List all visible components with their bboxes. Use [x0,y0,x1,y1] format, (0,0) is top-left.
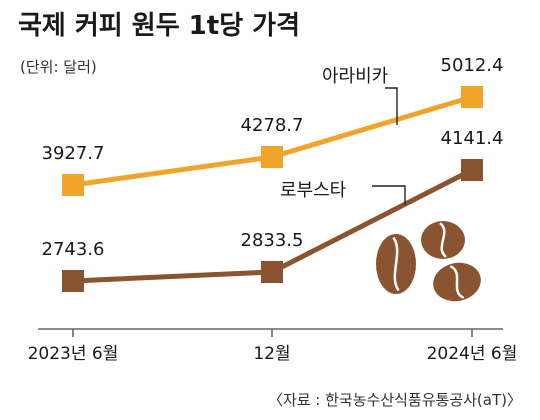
x-tick-label: 2024년 6월 [427,344,518,364]
data-point [62,174,84,196]
series-name-label: 로부스타 [280,180,347,201]
data-label: 2743.6 [42,239,105,260]
data-label: 5012.4 [441,55,504,76]
data-label: 4141.4 [441,128,504,149]
bean-crease [450,265,464,299]
x-tick-label: 2023년 6월 [28,344,119,364]
data-point [461,159,483,181]
x-axis: 2023년 6월 12월 2024년 6월 [28,328,518,364]
unit-label: (단위: 달러) [20,58,97,76]
bean-crease [439,222,447,258]
series-line [72,94,473,188]
data-point [261,146,283,168]
series-group: 3927.7 4278.7 5012.4 2743.6 2833.5 4141.4 아라비카… [42,55,504,292]
x-tick-label: 12월 [253,344,290,364]
data-point [261,261,283,283]
data-label: 3927.7 [42,143,105,164]
source-label: 〈자료 : 한국농수산식품유통공사(aT)〉 [268,391,522,409]
bean-crease [392,237,400,291]
chart-title: 국제 커피 원두 1t당 가격 [18,11,300,41]
series-name-label: 아라비카 [322,66,388,87]
bean-bottom [433,262,481,302]
series-leader-line [372,185,406,205]
bean-top [421,221,465,259]
data-label: 2833.5 [241,230,304,251]
coffee-beans-icon [376,221,481,302]
data-label: 4278.7 [241,115,304,136]
series-leader-line [385,87,398,125]
bean-left [376,234,416,294]
data-point [461,86,483,108]
data-point [62,270,84,292]
